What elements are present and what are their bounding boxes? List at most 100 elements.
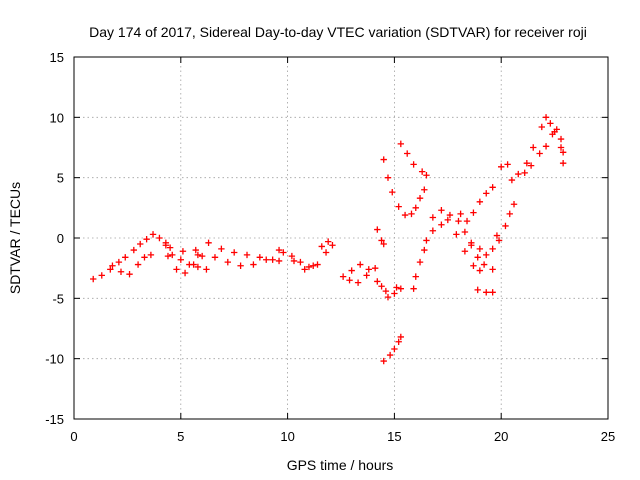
data-point: [380, 240, 387, 248]
data-point: [322, 249, 330, 256]
data-point: [483, 289, 490, 296]
data-point: [474, 286, 481, 294]
data-point: [211, 254, 219, 261]
data-point: [363, 272, 370, 279]
data-point: [461, 248, 469, 255]
data-point: [177, 256, 184, 263]
data-point: [98, 272, 105, 279]
data-point: [470, 209, 477, 216]
data-point: [290, 257, 298, 265]
data-point: [134, 261, 142, 268]
data-point: [181, 269, 189, 277]
grid-lines: [74, 57, 608, 419]
data-point: [493, 232, 501, 239]
data-point: [141, 254, 148, 261]
data-point: [386, 351, 394, 359]
data-point: [423, 237, 430, 244]
data-point: [410, 161, 417, 168]
x-tick-label: 20: [494, 429, 508, 444]
data-point: [393, 284, 400, 291]
data-point: [455, 217, 462, 225]
data-point: [489, 266, 496, 273]
data-point: [461, 228, 469, 236]
data-point: [470, 262, 477, 269]
data-point: [391, 345, 398, 353]
data-point: [130, 246, 138, 254]
data-point: [404, 150, 411, 157]
data-point: [395, 338, 402, 345]
data-point: [164, 252, 172, 260]
data-point: [329, 242, 336, 249]
data-point: [489, 289, 496, 296]
data-point: [380, 156, 387, 163]
y-tick-label: 0: [57, 231, 64, 246]
y-tick-label: 5: [57, 171, 64, 186]
data-point: [523, 159, 531, 167]
data-point: [205, 239, 212, 247]
data-point: [374, 226, 381, 233]
data-point: [468, 239, 475, 247]
data-point: [243, 251, 251, 259]
data-point: [395, 203, 402, 210]
data-point: [305, 263, 313, 271]
data-point: [137, 240, 144, 248]
data-point: [275, 257, 283, 265]
data-point: [476, 198, 484, 205]
data-point: [297, 258, 304, 266]
x-tick-label: 10: [280, 429, 294, 444]
data-point: [476, 245, 484, 253]
data-point: [166, 244, 174, 251]
data-point: [508, 176, 516, 184]
data-point: [476, 267, 484, 274]
data-point: [421, 186, 428, 193]
data-point: [418, 168, 426, 175]
x-tick-label: 5: [177, 429, 184, 444]
data-point: [542, 114, 550, 121]
data-point: [169, 251, 176, 259]
data-point: [263, 256, 270, 263]
data-point: [559, 149, 567, 156]
data-point: [549, 131, 556, 138]
data-point: [495, 237, 503, 244]
data-point: [198, 252, 206, 260]
data-point: [382, 287, 390, 295]
data-point: [324, 238, 332, 245]
data-point: [489, 245, 496, 253]
data-point: [231, 249, 238, 256]
data-point: [397, 285, 405, 292]
data-point: [557, 135, 565, 143]
data-point: [559, 159, 567, 167]
data-point: [256, 254, 264, 261]
data-point: [483, 190, 490, 197]
data-point: [162, 239, 170, 247]
data-point: [354, 279, 362, 286]
data-point: [463, 217, 471, 225]
data-point: [339, 273, 347, 280]
data-point: [397, 140, 405, 148]
data-points: [90, 114, 567, 365]
data-point: [310, 262, 317, 269]
data-point: [438, 207, 445, 214]
data-point: [147, 251, 155, 259]
data-point: [179, 248, 187, 255]
data-point: [156, 234, 163, 242]
data-point: [224, 258, 231, 266]
data-point: [173, 266, 180, 273]
data-point: [107, 266, 114, 273]
data-point: [194, 263, 202, 271]
data-point: [380, 357, 387, 365]
data-point: [416, 258, 424, 266]
data-point: [378, 237, 385, 244]
data-point: [378, 283, 385, 290]
data-point: [301, 266, 308, 273]
data-point: [412, 204, 419, 212]
data-point: [506, 210, 513, 218]
data-point: [318, 243, 325, 250]
data-point: [384, 174, 392, 181]
data-point: [143, 236, 150, 243]
data-point: [348, 267, 355, 274]
data-point: [421, 246, 428, 254]
chart-title: Day 174 of 2017, Sidereal Day-to-day VTE…: [89, 24, 587, 40]
data-point: [438, 221, 445, 228]
data-point: [530, 144, 537, 151]
